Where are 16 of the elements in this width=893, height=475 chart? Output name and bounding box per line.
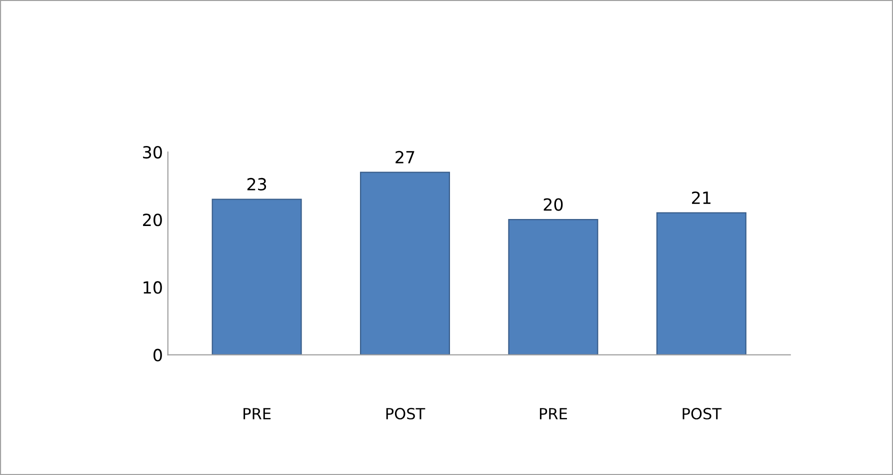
data-label: 21 — [692, 191, 710, 204]
data-label: 27 — [396, 150, 414, 164]
x-tick-label: POST — [386, 408, 426, 420]
bar — [212, 198, 302, 355]
bar — [656, 212, 746, 355]
x-tick-label: POST — [682, 408, 722, 420]
bar — [360, 172, 450, 355]
x-tick-label: PRE — [244, 408, 271, 420]
x-tick-label: PRE — [540, 408, 567, 420]
data-label: 20 — [544, 198, 563, 211]
y-tick-label: 20 — [143, 214, 162, 226]
bar — [508, 219, 598, 355]
y-tick-label: 0 — [154, 348, 162, 362]
y-tick-label: 30 — [143, 146, 162, 159]
y-tick-label: 10 — [144, 281, 162, 294]
data-label: 23 — [247, 178, 266, 191]
